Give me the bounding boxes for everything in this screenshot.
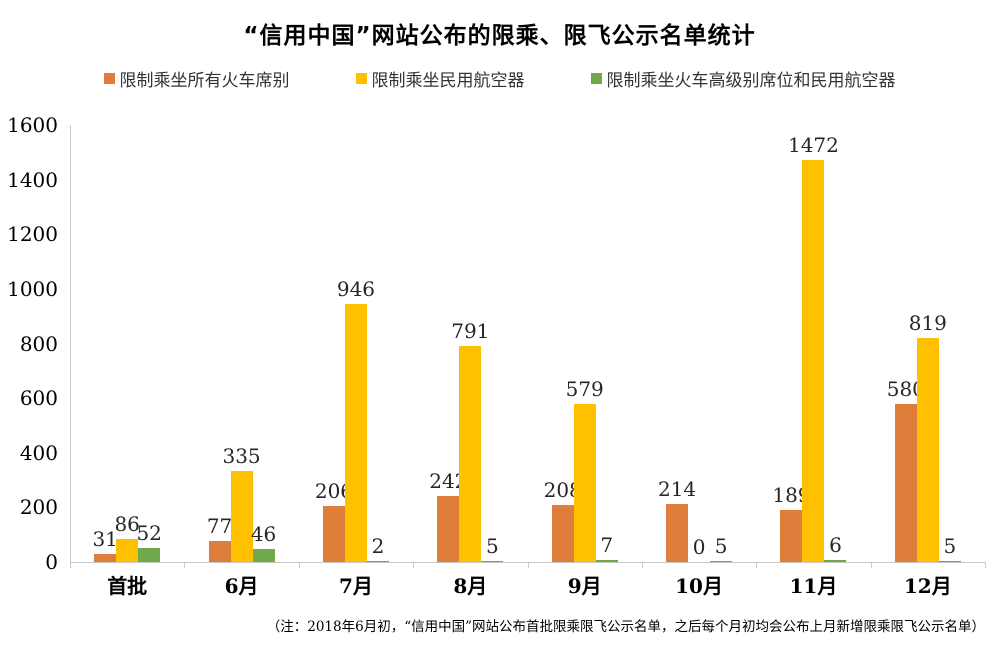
value-label: 46	[250, 522, 277, 546]
legend: 限制乘坐所有火车席别 限制乘坐民用航空器 限制乘坐火车高级别席位和民用航空器	[0, 66, 999, 91]
bar-series1	[894, 404, 917, 562]
x-axis-tick	[641, 562, 643, 568]
bar-series1	[437, 496, 460, 562]
legend-swatch-icon	[590, 73, 602, 84]
bar-series1	[94, 554, 117, 562]
value-label: 5	[714, 534, 728, 558]
bar-series1	[666, 504, 689, 562]
value-label: 214	[657, 477, 697, 501]
bar-series1	[780, 510, 803, 562]
value-label: 5	[485, 534, 499, 558]
category-label: 8月	[453, 574, 488, 598]
value-label: 791	[451, 319, 490, 343]
category-label: 首批	[107, 574, 148, 598]
category-label: 6月	[224, 574, 259, 598]
value-label: 2	[371, 534, 385, 558]
legend-item-series2: 限制乘坐民用航空器	[355, 66, 525, 91]
y-tick-label: 1400	[7, 167, 58, 192]
legend-label: 限制乘坐所有火车席别	[119, 71, 290, 91]
x-axis-tick	[298, 562, 300, 568]
legend-swatch-icon	[355, 73, 367, 84]
footnote: （注：2018年6月初，“信用中国”网站公布首批限乘限飞公示名单，之后每个月初均…	[266, 619, 985, 635]
x-axis-tick	[870, 562, 872, 568]
bar-series3	[595, 560, 618, 562]
value-label: 242	[429, 469, 468, 493]
bar-series2	[344, 304, 367, 562]
y-tick-label: 600	[19, 386, 58, 411]
value-label: 31	[92, 527, 118, 551]
chart-title: “信用中国”网站公布的限乘、限飞公示名单统计	[243, 23, 756, 49]
x-axis-tick	[527, 562, 529, 568]
value-label: 189	[772, 483, 811, 507]
category-label: 9月	[567, 574, 602, 598]
category-label: 12月	[903, 574, 952, 598]
bar-series2	[116, 539, 139, 562]
y-tick-label: 1200	[7, 222, 58, 247]
bar-series1	[208, 541, 231, 562]
value-label: 819	[908, 311, 947, 335]
legend-item-series3: 限制乘坐火车高级别席位和民用航空器	[590, 66, 896, 91]
legend-label: 限制乘坐民用航空器	[371, 71, 525, 91]
y-tick-label: 1000	[7, 276, 58, 301]
bar-series1	[322, 506, 345, 562]
bar-series3	[824, 560, 847, 562]
value-label: 335	[222, 444, 261, 468]
bar-series3	[138, 548, 161, 562]
value-label: 206	[314, 479, 354, 503]
legend-swatch-icon	[103, 73, 115, 84]
value-label: 77	[206, 514, 233, 538]
y-axis-line	[70, 125, 71, 562]
bar-series2	[916, 338, 939, 562]
plot-area: 31 86 52 77 335 46 206 946 2 242 791 5 208 579 7 214 0 5 1…	[70, 125, 986, 568]
value-label: 0	[692, 535, 706, 559]
bar-series3	[252, 549, 275, 562]
bar-series2	[230, 471, 253, 562]
y-tick-label: 400	[19, 440, 58, 465]
value-label: 7	[600, 533, 614, 557]
y-tick-label: 200	[19, 495, 58, 520]
legend-label: 限制乘坐火车高级别席位和民用航空器	[606, 71, 896, 91]
value-label: 6	[829, 533, 842, 557]
x-axis-tick	[413, 562, 415, 568]
value-label: 580	[886, 377, 925, 401]
value-label: 946	[336, 277, 376, 301]
y-tick-label: 800	[19, 331, 58, 356]
value-label: 208	[543, 478, 582, 502]
category-label: 7月	[338, 574, 373, 598]
x-axis-tick	[756, 562, 758, 568]
value-label: 5	[943, 534, 957, 558]
x-axis-tick	[985, 562, 986, 568]
y-tick-label: 0	[45, 550, 58, 574]
x-axis-tick	[184, 562, 186, 568]
bar-series3	[710, 561, 733, 562]
category-label: 10月	[675, 574, 723, 598]
value-label: 579	[565, 377, 604, 401]
bar-series1	[551, 505, 574, 562]
bar-series3	[481, 561, 504, 562]
y-axis-labels: 0 200 400 600 800 1000 1200 1400 1600	[6, 113, 58, 574]
x-axis-labels: 首批 6月 7月 8月 9月 10月 11月 12月	[70, 570, 985, 600]
legend-item-series1: 限制乘坐所有火车席别	[103, 66, 290, 91]
category-label: 11月	[789, 574, 838, 598]
value-label: 52	[136, 521, 162, 545]
bar-series3	[938, 561, 961, 562]
bar-series2	[573, 404, 596, 562]
bar-series3	[366, 561, 389, 562]
x-axis-tick	[70, 562, 71, 568]
value-label: 1472	[787, 133, 839, 157]
y-tick-label: 1600	[7, 113, 58, 137]
bar-series2	[802, 160, 825, 562]
value-label: 86	[114, 512, 140, 536]
bar-series2	[459, 346, 482, 562]
